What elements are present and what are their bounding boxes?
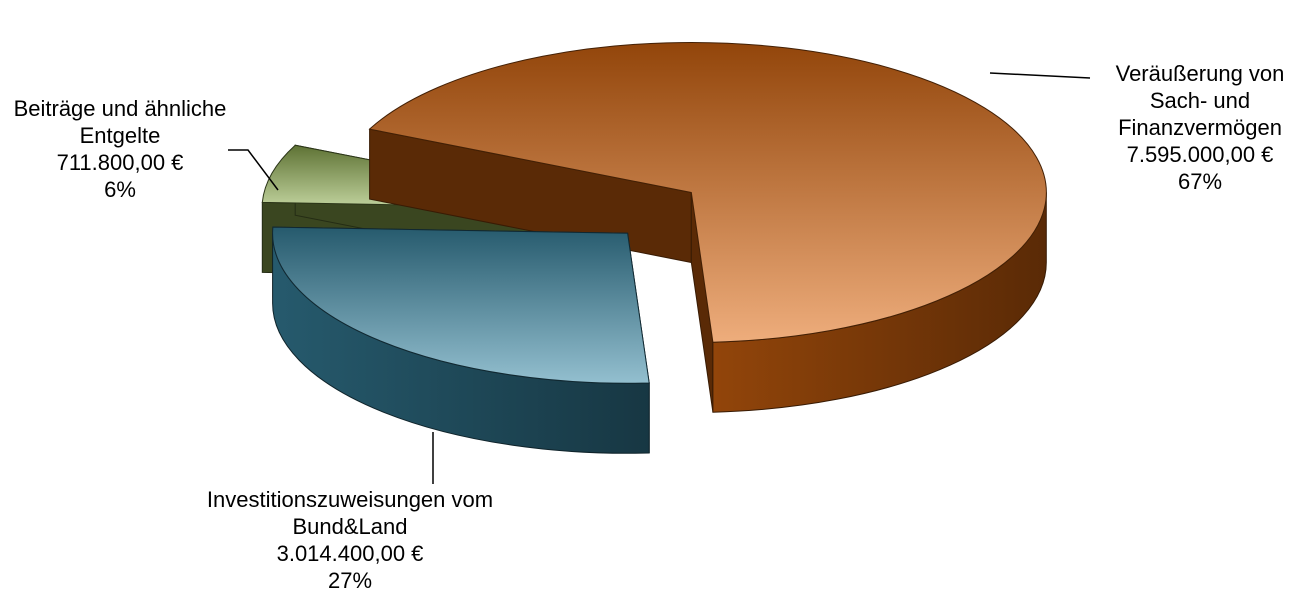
category-label: Investitionszuweisungen vom Bund&Land — [206, 487, 494, 539]
category-label: Veräußerung von Sach- und Finanzvermögen — [1115, 61, 1285, 140]
percentage-label: 67% — [1177, 169, 1223, 194]
slice-label: Beiträge und ähnliche Entgelte 711.800,00… — [10, 95, 230, 203]
percentage-label: 6% — [104, 177, 136, 202]
value-label: 711.800,00 € — [56, 150, 184, 175]
pie-slice — [368, 41, 1047, 413]
slice-top — [368, 41, 1047, 343]
category-label: Beiträge und ähnliche Entgelte — [13, 96, 227, 148]
value-label: 3.014.400,00 € — [276, 541, 424, 566]
percentage-label: 27% — [327, 568, 373, 593]
value-label: 7.595.000,00 € — [1126, 142, 1274, 167]
pie-slice — [272, 226, 650, 454]
leader-line — [228, 149, 279, 191]
leader-line — [989, 72, 1091, 79]
slice-label: Veräußerung von Sach- und Finanzvermögen… — [1090, 60, 1310, 195]
slice-top — [272, 226, 650, 384]
slice-label: Investitionszuweisungen vom Bund&Land 3.0… — [160, 486, 540, 594]
